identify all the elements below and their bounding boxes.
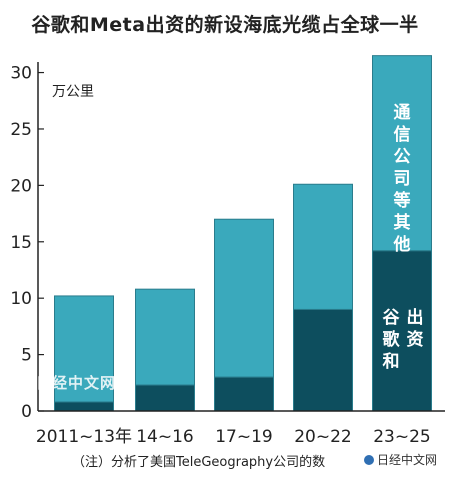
series-label-google-meta-right: 出资	[407, 307, 424, 350]
bar-segment-other-1	[135, 288, 195, 386]
y-tick-label-2: 10	[10, 289, 32, 309]
y-tick-label-5: 25	[10, 120, 32, 140]
y-tick-label-3: 15	[10, 233, 32, 253]
footnote: （注）分析了美国TeleGeography公司的数	[72, 455, 326, 470]
x-tick-label-2: 17~19	[215, 427, 273, 447]
series-label-google-meta-left: 谷歌和	[383, 308, 401, 372]
series-label-google-meta-right-char: 资	[407, 329, 424, 350]
x-tick-label-3: 20~22	[294, 427, 352, 447]
watermark-text: 日经中文网	[36, 374, 117, 392]
watermark-corner: 日经中文网	[364, 451, 437, 468]
y-tick-label-6: 30	[10, 64, 32, 84]
series-label-other-char: 信	[394, 124, 411, 145]
watermark-logo-icon	[364, 455, 374, 465]
series-label-google-meta-left-char: 谷	[383, 308, 401, 328]
series-label-other-char: 司	[394, 169, 411, 189]
x-tick-label-0: 2011~13年	[36, 427, 132, 447]
series-label-other-char: 公	[394, 147, 411, 167]
bar-segment-other-0	[54, 295, 114, 403]
bars-layer	[54, 55, 432, 412]
series-label-other-char: 他	[393, 234, 411, 255]
y-tick-label-1: 5	[21, 346, 32, 366]
series-label-google-meta-left-char: 歌	[383, 329, 401, 350]
series-label-google-meta-left-char: 和	[383, 352, 400, 372]
ticks-layer: 2011~13年 14~16 17~19 20~22 23~25 0 5 10 15 20 25 30	[10, 64, 430, 447]
y-tick-label-4: 20	[10, 176, 32, 196]
series-label-other-char: 通	[394, 103, 411, 123]
bar-segment-other-2	[214, 218, 274, 378]
bar-segment-google-meta-0	[54, 401, 114, 412]
x-tick-label-4: 23~25	[373, 427, 431, 447]
bar-segment-google-meta-1	[135, 384, 195, 412]
axis-layer	[37, 62, 445, 412]
y-tick-label-0: 0	[21, 402, 32, 422]
watermark-corner-text: 日经中文网	[377, 453, 438, 467]
x-tick-label-1: 14~16	[136, 427, 194, 447]
bar-segment-google-meta-3	[293, 308, 353, 412]
bar-segment-google-meta-2	[214, 376, 274, 412]
chart-title: 谷歌和Meta出资的新设海底光缆占全球一半	[31, 14, 419, 36]
series-label-other-char: 其	[394, 212, 411, 233]
bar-segment-other-3	[293, 183, 353, 310]
series-label-google-meta-right-char: 出	[407, 307, 424, 328]
unit-label: 万公里	[52, 84, 94, 100]
bar-segment-google-meta-4	[372, 250, 432, 412]
series-label-other-char: 等	[394, 190, 411, 211]
